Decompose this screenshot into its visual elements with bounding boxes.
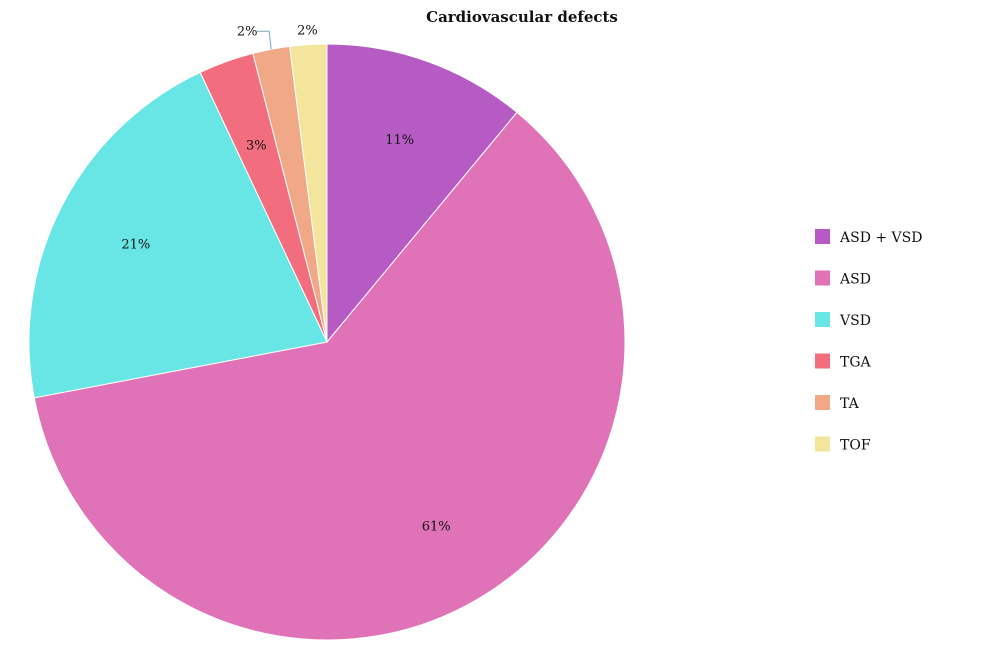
slice-label-vsd: 21%	[121, 238, 150, 253]
slice-label-asd-vsd: 11%	[385, 133, 414, 148]
slice-label-tga: 3%	[246, 139, 267, 154]
legend-label-asd: ASD	[839, 272, 871, 288]
legend-swatch-vsd	[815, 312, 830, 327]
legend-swatch-tof	[815, 436, 830, 452]
legend-label-asd-vsd: ASD + VSD	[839, 230, 922, 246]
pie-labels: 11% 61% 21% 3% 2% 2%	[121, 24, 450, 535]
legend-label-vsd: VSD	[839, 313, 871, 329]
legend-label-tga: TGA	[840, 355, 872, 371]
pie-slice-vsd	[28, 71, 328, 399]
pie-slice-tof	[289, 43, 328, 343]
pie-slice-asd	[33, 111, 626, 641]
chart-title: Cardiovascular defects	[426, 8, 618, 26]
legend: ASD + VSD ASD VSD TGA TA TOF	[815, 229, 922, 454]
legend-swatch-ta	[815, 395, 830, 410]
legend-label-tof: TOF	[840, 438, 871, 454]
slice-label-ta: 2%	[237, 24, 258, 39]
legend-swatch-asd	[815, 270, 830, 286]
pie-slices	[28, 43, 626, 641]
legend-swatch-asd-vsd	[815, 229, 830, 244]
slice-label-tof: 2%	[297, 24, 318, 39]
slice-label-asd: 61%	[422, 520, 451, 535]
legend-swatch-tga	[815, 353, 830, 369]
legend-label-ta: TA	[840, 396, 860, 412]
pie-slice-asd-vsd	[326, 43, 518, 344]
leader-line	[257, 30, 272, 50]
